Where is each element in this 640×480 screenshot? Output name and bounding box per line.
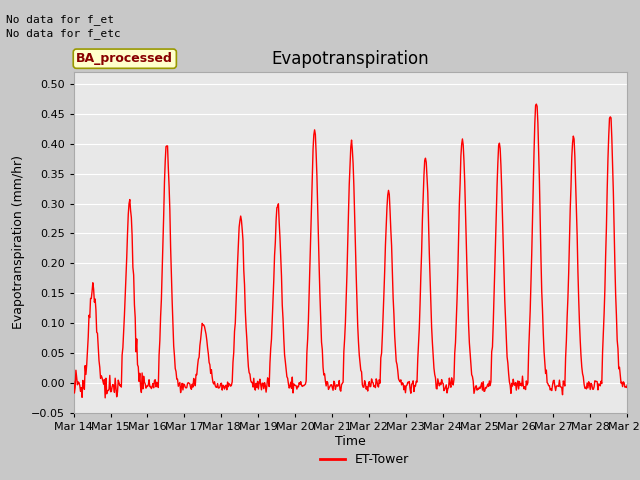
- Title: Evapotranspiration: Evapotranspiration: [271, 49, 429, 68]
- Legend: ET-Tower: ET-Tower: [315, 448, 415, 471]
- Text: No data for f_et
No data for f_etc: No data for f_et No data for f_etc: [6, 14, 121, 39]
- Y-axis label: Evapotranspiration (mm/hr): Evapotranspiration (mm/hr): [12, 156, 25, 329]
- X-axis label: Time: Time: [335, 434, 366, 448]
- Text: BA_processed: BA_processed: [76, 52, 173, 65]
